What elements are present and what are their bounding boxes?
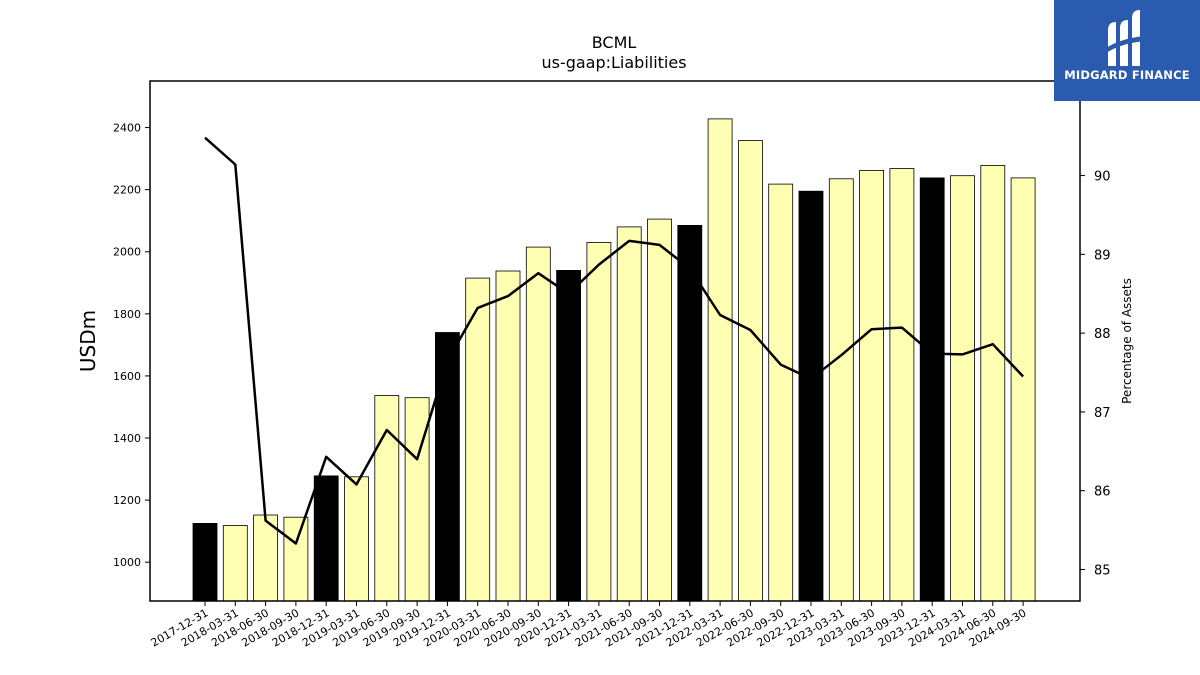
y-axis-left: 1000 1200 1400 1600 1800 2000 2200 2400 [113, 122, 150, 569]
y-right-tick-label: 87 [1094, 406, 1111, 421]
y-tick-label: 2000 [113, 246, 141, 259]
bar-2022-06-30 [738, 140, 763, 602]
bar-2019-06-30 [374, 395, 400, 602]
y-axis-right: 85 86 87 88 89 90 [1080, 170, 1111, 578]
y-right-tick-label: 86 [1094, 485, 1111, 500]
bar-2019-03-31 [344, 476, 369, 602]
bars-group [192, 118, 1036, 602]
y-tick-label: 2200 [113, 184, 141, 197]
bar-2017-12-31 [192, 523, 218, 602]
bar-2021-06-30 [616, 226, 642, 602]
bar-2022-09-30 [768, 183, 794, 602]
y-tick-label: 1800 [113, 308, 141, 321]
y-right-tick-label: 89 [1094, 248, 1111, 263]
y-tick-label: 1600 [113, 370, 141, 383]
y-right-tick-label: 90 [1094, 170, 1111, 185]
y-axis-right-label: Percentage of Assets [1120, 278, 1134, 404]
midgard-finance-logo: MIDGARD FINANCE [1054, 0, 1200, 101]
bar-2024-09-30 [1010, 177, 1036, 602]
bar-2020-09-30 [525, 246, 551, 602]
y-right-tick-label: 88 [1094, 327, 1111, 342]
chart-title: BCML [592, 33, 637, 52]
y-right-tick-label: 85 [1094, 563, 1111, 578]
line-group [204, 136, 1025, 545]
plot-frame [149, 80, 1081, 602]
bar-2024-06-30 [980, 164, 1006, 602]
bar-2022-12-31 [798, 190, 824, 602]
bar-2020-12-31 [556, 269, 581, 602]
y-tick-label: 1400 [113, 432, 141, 445]
y-tick-label: 1000 [113, 556, 141, 569]
bar-2020-03-31 [465, 277, 491, 602]
y-tick-label: 2400 [113, 122, 141, 135]
x-axis: 2017-12-312018-03-312018-06-302018-09-30… [149, 601, 1029, 650]
bar-2023-03-31 [828, 178, 854, 602]
y-tick-label: 1200 [113, 494, 141, 507]
bar-2023-09-30 [889, 168, 915, 602]
bar-2021-12-31 [677, 224, 703, 602]
y-axis-label: USDm [76, 310, 100, 372]
chart-subtitle: us-gaap:Liabilities [541, 53, 686, 72]
bar-2019-12-31 [434, 332, 460, 602]
bar-2018-03-31 [222, 525, 248, 602]
bar-2018-12-31 [313, 475, 339, 602]
bar-2018-06-30 [253, 514, 279, 602]
bar-2022-03-31 [707, 118, 733, 602]
bar-2021-03-31 [586, 241, 612, 602]
bar-2020-06-30 [495, 270, 521, 602]
bar-2018-09-30 [283, 516, 309, 602]
bar-2023-12-31 [919, 177, 945, 602]
logo-mark-icon [1106, 10, 1146, 66]
logo-text: MIDGARD FINANCE [1064, 68, 1190, 82]
percentage-line [204, 136, 1025, 545]
bar-2023-06-30 [859, 169, 884, 602]
bar-2024-03-31 [950, 175, 975, 602]
bar-2021-09-30 [647, 218, 672, 602]
